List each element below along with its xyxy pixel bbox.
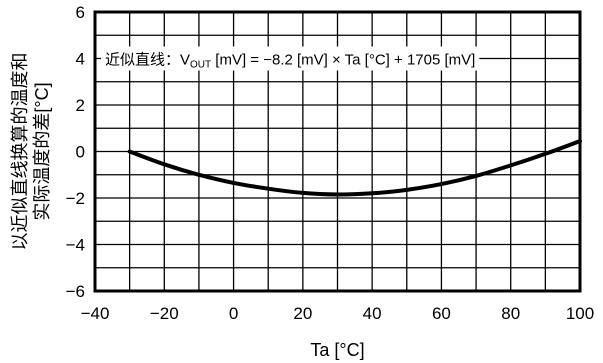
y-tick-labels: −6 −4 −2 0 2 4 6 xyxy=(66,3,85,301)
annotation-v: V xyxy=(180,52,190,69)
y-axis-label: 以近似直线换算的温度和 实际温度的差[°C] xyxy=(10,53,52,251)
x-tick-label: 60 xyxy=(432,304,451,323)
y-tick-label: −6 xyxy=(66,282,85,301)
x-tick-label: −20 xyxy=(150,304,179,323)
series-line xyxy=(127,139,582,197)
y-tick-label: 6 xyxy=(76,3,85,22)
annotation-subscript: OUT xyxy=(190,60,211,71)
y-tick-label: −4 xyxy=(66,236,85,255)
x-tick-label: 100 xyxy=(566,304,594,323)
x-tick-label: 0 xyxy=(229,304,238,323)
annotation-equation: [mV] = −8.2 [mV] × Ta [°C] + 1705 [mV] xyxy=(211,52,475,69)
annotation: 近似直线：VOUT [mV] = −8.2 [mV] × Ta [°C] + 1… xyxy=(101,46,480,71)
y-axis-label-line: 以近似直线换算的温度和 xyxy=(10,53,30,251)
y-tick-label: 4 xyxy=(76,50,85,69)
x-axis-label: Ta [°C] xyxy=(310,340,364,360)
annotation-background xyxy=(101,46,480,71)
y-tick-label: 0 xyxy=(76,143,85,162)
x-tick-label: 20 xyxy=(293,304,312,323)
x-tick-label: 40 xyxy=(363,304,382,323)
y-axis-label-line: 实际温度的差[°C] xyxy=(32,82,52,220)
x-tick-label: 80 xyxy=(501,304,520,323)
y-tick-label: 2 xyxy=(76,96,85,115)
y-tick-label: −2 xyxy=(66,189,85,208)
x-tick-label: −40 xyxy=(81,304,110,323)
plot-frame xyxy=(93,10,582,293)
annotation-text: 近似直线：VOUT [mV] = −8.2 [mV] × Ta [°C] + 1… xyxy=(105,52,475,71)
x-tick-labels: −40 −20 0 20 40 60 80 100 xyxy=(81,304,595,323)
annotation-prefix: 近似直线： xyxy=(105,52,180,69)
series-layer xyxy=(127,139,582,197)
